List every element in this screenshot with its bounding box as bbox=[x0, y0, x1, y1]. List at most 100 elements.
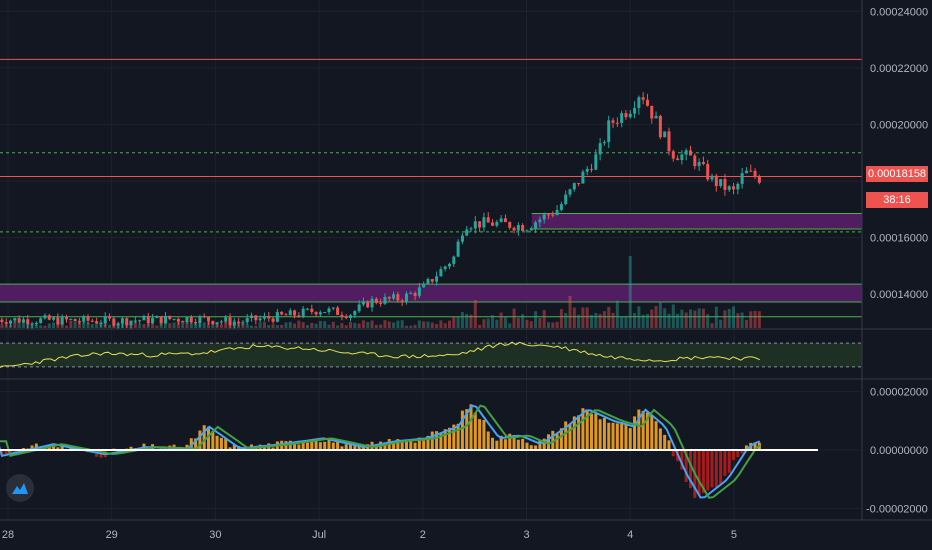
volume-bar bbox=[301, 322, 305, 328]
volume-bar bbox=[39, 325, 43, 328]
candle-body bbox=[138, 320, 142, 322]
candle-body bbox=[310, 308, 314, 312]
volume-bar bbox=[340, 323, 344, 328]
volume-bar bbox=[189, 320, 193, 328]
candle-body bbox=[159, 316, 163, 324]
candle-body bbox=[430, 279, 434, 282]
macd-histogram-bar bbox=[546, 434, 550, 450]
candle-body bbox=[108, 316, 112, 319]
price-axis[interactable]: 0.00024000 0.00022000 0.00020000 0.00016000… bbox=[870, 6, 928, 301]
candle-body bbox=[590, 168, 594, 170]
time-axis[interactable]: 28 29 30 Jul 2 3 4 5 bbox=[2, 529, 737, 541]
candle-body bbox=[529, 228, 533, 231]
volume-bar bbox=[374, 324, 378, 328]
macd-tick-label: 0.00000000 bbox=[870, 445, 928, 457]
volume-bar bbox=[740, 312, 744, 328]
candle-body bbox=[146, 315, 150, 324]
macd-histogram-bar bbox=[271, 447, 275, 450]
volume-bar bbox=[219, 324, 223, 328]
candle-body bbox=[176, 318, 180, 322]
candle-body bbox=[56, 317, 60, 325]
volume-bar bbox=[133, 321, 137, 328]
candle-body bbox=[383, 296, 387, 304]
volume-bar bbox=[443, 323, 447, 328]
macd-histogram-bar bbox=[620, 421, 624, 450]
candle-body bbox=[387, 296, 391, 299]
candle-body bbox=[671, 151, 675, 159]
volume-bar bbox=[633, 313, 637, 328]
macd-histogram-bar bbox=[417, 437, 421, 450]
macd-histogram-bar bbox=[202, 425, 206, 450]
price-zone bbox=[0, 284, 862, 302]
volume-bar bbox=[383, 320, 387, 328]
macd-axis[interactable]: 0.00002000 0.00000000 -0.00002000 bbox=[866, 387, 928, 516]
candle-body bbox=[727, 186, 731, 190]
candle-body bbox=[663, 131, 667, 138]
rsi-line bbox=[0, 341, 761, 369]
candle-body bbox=[469, 228, 473, 230]
candle-body bbox=[641, 97, 645, 100]
volume-bar bbox=[288, 321, 292, 328]
candle-body bbox=[749, 170, 753, 172]
volume-bar bbox=[667, 313, 671, 328]
candle-body bbox=[34, 323, 38, 325]
candle-body bbox=[538, 219, 542, 223]
tradingview-logo[interactable] bbox=[6, 474, 34, 502]
candle-body bbox=[275, 311, 279, 322]
volume-bar bbox=[280, 325, 284, 328]
volume-bar bbox=[82, 321, 86, 328]
volume-bar bbox=[460, 312, 464, 328]
candle-body bbox=[43, 315, 47, 319]
macd-histogram-bar bbox=[207, 426, 211, 450]
macd-histogram-bar bbox=[633, 416, 637, 450]
volume-bar bbox=[404, 325, 408, 328]
volume-bar bbox=[34, 324, 38, 328]
candle-body bbox=[495, 221, 499, 226]
candle-body bbox=[39, 318, 43, 324]
candle-body bbox=[456, 241, 460, 257]
volume-bar bbox=[469, 314, 473, 328]
macd-histogram-bar bbox=[482, 420, 486, 450]
candle-body bbox=[305, 308, 309, 310]
volume-bar bbox=[624, 317, 628, 328]
macd-histogram-bar bbox=[473, 412, 477, 450]
candle-body bbox=[392, 294, 396, 299]
volume-bar bbox=[155, 325, 159, 328]
candle-body bbox=[559, 204, 563, 211]
volume-bar bbox=[361, 320, 365, 328]
candle-body bbox=[400, 300, 404, 303]
macd-histogram-bar bbox=[585, 409, 589, 450]
volume-bar bbox=[336, 325, 340, 328]
candle-body bbox=[353, 311, 357, 316]
volume-bar bbox=[387, 321, 391, 328]
candle-body bbox=[120, 318, 124, 324]
macd-histogram-bar bbox=[318, 442, 322, 450]
candle-body bbox=[426, 279, 430, 284]
volume-bar bbox=[452, 316, 456, 328]
volume-bar bbox=[245, 324, 249, 328]
volume-bar bbox=[654, 305, 658, 328]
candle-body bbox=[706, 163, 710, 180]
volume-bar bbox=[426, 321, 430, 328]
volume-bar bbox=[542, 310, 546, 328]
time-tick-label: 2 bbox=[420, 529, 426, 541]
volume-bar bbox=[224, 321, 228, 328]
macd-histogram-bar bbox=[723, 450, 727, 476]
price-tick-label: 0.00020000 bbox=[870, 119, 928, 131]
volume-bar bbox=[559, 309, 563, 328]
volume-bar bbox=[250, 325, 254, 328]
candle-body bbox=[172, 318, 176, 320]
price-pane[interactable] bbox=[0, 0, 862, 328]
macd-histogram-bar bbox=[732, 450, 736, 461]
macd-histogram-bar bbox=[701, 450, 705, 494]
candle-body bbox=[654, 115, 658, 119]
volume-bar bbox=[90, 324, 94, 328]
volume-bar bbox=[736, 313, 740, 328]
macd-histogram-bar bbox=[551, 430, 555, 450]
candle-body bbox=[198, 316, 202, 324]
macd-histogram-bar bbox=[478, 419, 482, 450]
candle-body bbox=[516, 225, 520, 231]
macd-histogram-bar bbox=[129, 446, 133, 450]
candles bbox=[0, 92, 761, 330]
